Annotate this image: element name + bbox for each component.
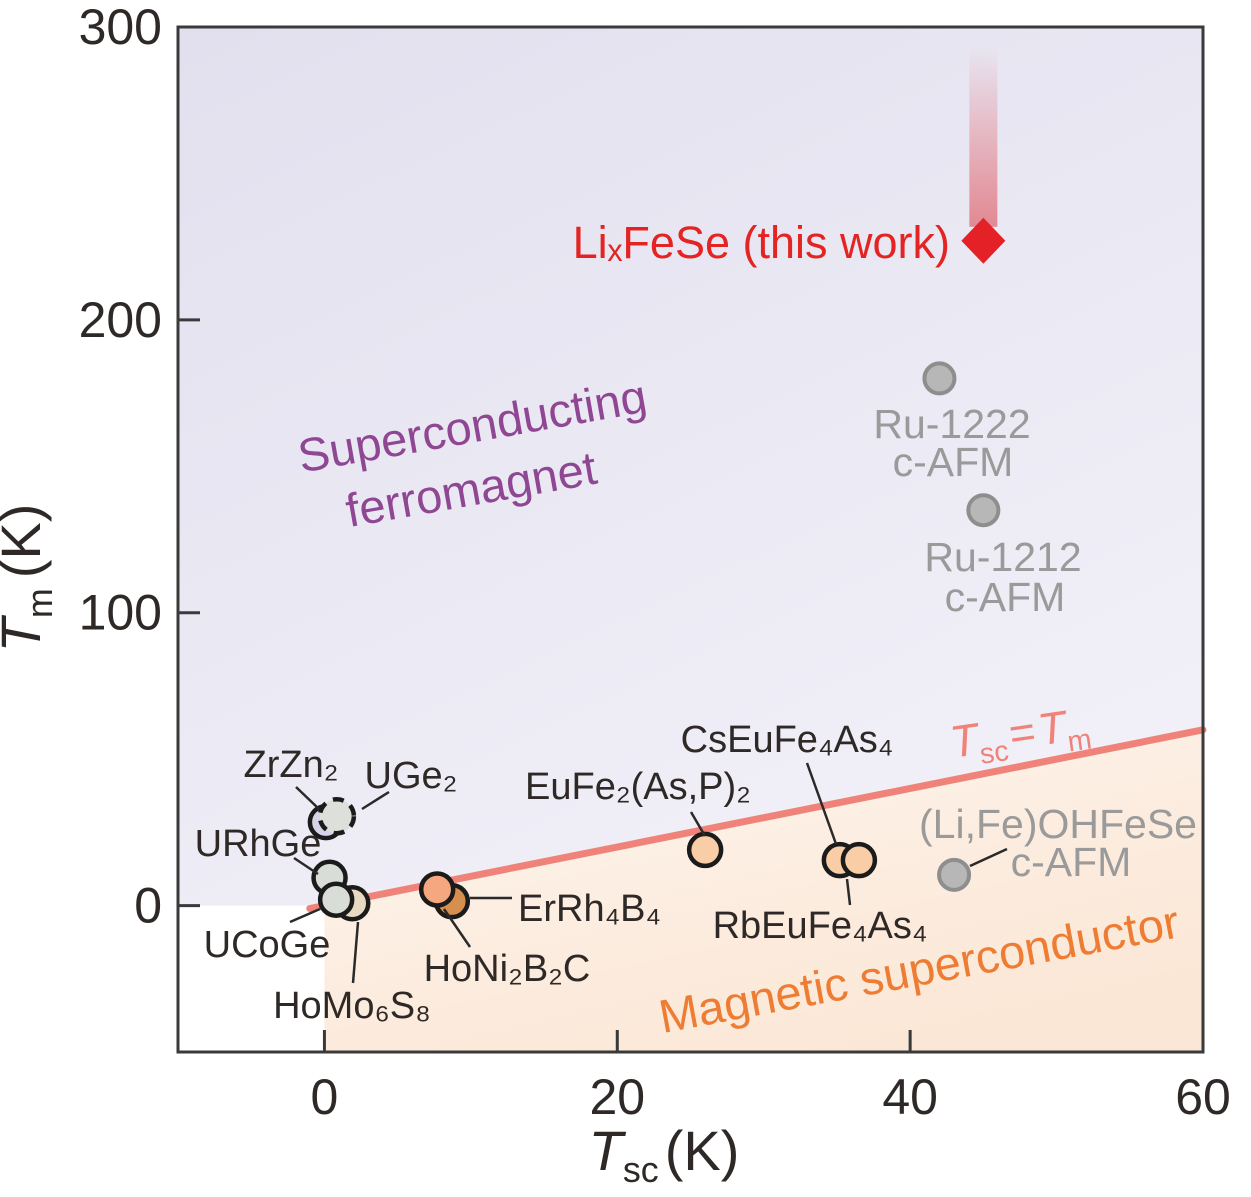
leader-rbeufe4as4 xyxy=(845,878,852,906)
label-ru1212-cafm: c-AFM xyxy=(945,574,1066,620)
label-ru1222: Ru-1222 xyxy=(873,401,1030,447)
leader-zrzn2 xyxy=(295,786,320,810)
y-axis-title: Tm(K) xyxy=(0,504,60,653)
marker-lifeohfese xyxy=(937,857,972,892)
marker-uge2 xyxy=(317,797,357,836)
marker-eufe2asp2 xyxy=(686,831,724,869)
x-tick-label: 20 xyxy=(589,1069,645,1125)
label-zrzn2: ZrZn₂ xyxy=(244,744,339,786)
label-cseufe4as4: CsEuFe₄As₄ xyxy=(681,719,894,761)
label-errh4b4: ErRh₄B₄ xyxy=(518,888,661,930)
leader-lifeohfese xyxy=(969,847,1008,868)
label-rbeufe4as4: RbEuFe₄As₄ xyxy=(713,905,928,947)
region-magnetic-superconductor xyxy=(324,729,1203,1052)
marker-ucoge xyxy=(317,881,355,918)
marker-layer xyxy=(307,47,1006,922)
leader-urhge xyxy=(293,856,319,876)
leader-eufe2asp2 xyxy=(689,811,707,837)
marker-ru1222 xyxy=(922,361,957,396)
label-urhge: URhGe xyxy=(195,823,322,865)
label-homo6s8: HoMo₆S₈ xyxy=(273,985,431,1027)
label-tsc-equals-tm: Tsc=Tm xyxy=(947,698,1094,775)
marker-honi2b2c xyxy=(418,871,456,908)
label-eufe2asp2: EuFe₂(As,P)₂ xyxy=(525,766,751,808)
label-lifeohfese: (Li,Fe)OHFeSe xyxy=(919,801,1197,847)
label-ru1212: Ru-1212 xyxy=(924,534,1081,580)
region-superconducting-ferromagnet xyxy=(178,27,1203,906)
leader-ucoge xyxy=(289,907,321,924)
label-ru1222-cafm: c-AFM xyxy=(893,439,1014,485)
x-tick-label: 60 xyxy=(1175,1069,1231,1125)
y-tick-label: 100 xyxy=(79,585,162,641)
x-axis-title: Tsc (K) xyxy=(589,1119,740,1190)
region-layer xyxy=(178,27,1207,1052)
leader-uge2 xyxy=(361,790,390,811)
label-uge2: UGe₂ xyxy=(365,755,458,797)
label-ucoge: UCoGe xyxy=(204,924,331,966)
leader-homo6s8 xyxy=(351,921,360,984)
marker-rbeufe4as4 xyxy=(840,841,878,879)
label-honi2b2c: HoNi₂B₂C xyxy=(424,948,591,990)
marker-lixfese xyxy=(961,217,1006,264)
label-lixfese-this-work: LiₓFeSe (this work) xyxy=(573,217,950,268)
leader-lines xyxy=(289,762,1008,984)
arrow-band-lixfese xyxy=(969,47,998,227)
plot-frame xyxy=(176,25,1205,1054)
marker-ru1212 xyxy=(966,493,1001,528)
leader-honi2b2c xyxy=(442,908,472,948)
x-tick-label: 0 xyxy=(311,1069,339,1125)
tsc-equals-tm-line xyxy=(306,726,1207,912)
y-tick-label: 0 xyxy=(134,878,162,934)
y-tick-label: 300 xyxy=(79,0,162,55)
axes-layer: 0 20 40 60 0 100 200 300 xyxy=(79,0,1231,1125)
x-tick-label: 40 xyxy=(882,1069,938,1125)
leader-cseufe4as4 xyxy=(805,762,838,845)
label-lifeohfese-cafm: c-AFM xyxy=(1011,839,1132,885)
y-tick-label: 200 xyxy=(79,292,162,348)
